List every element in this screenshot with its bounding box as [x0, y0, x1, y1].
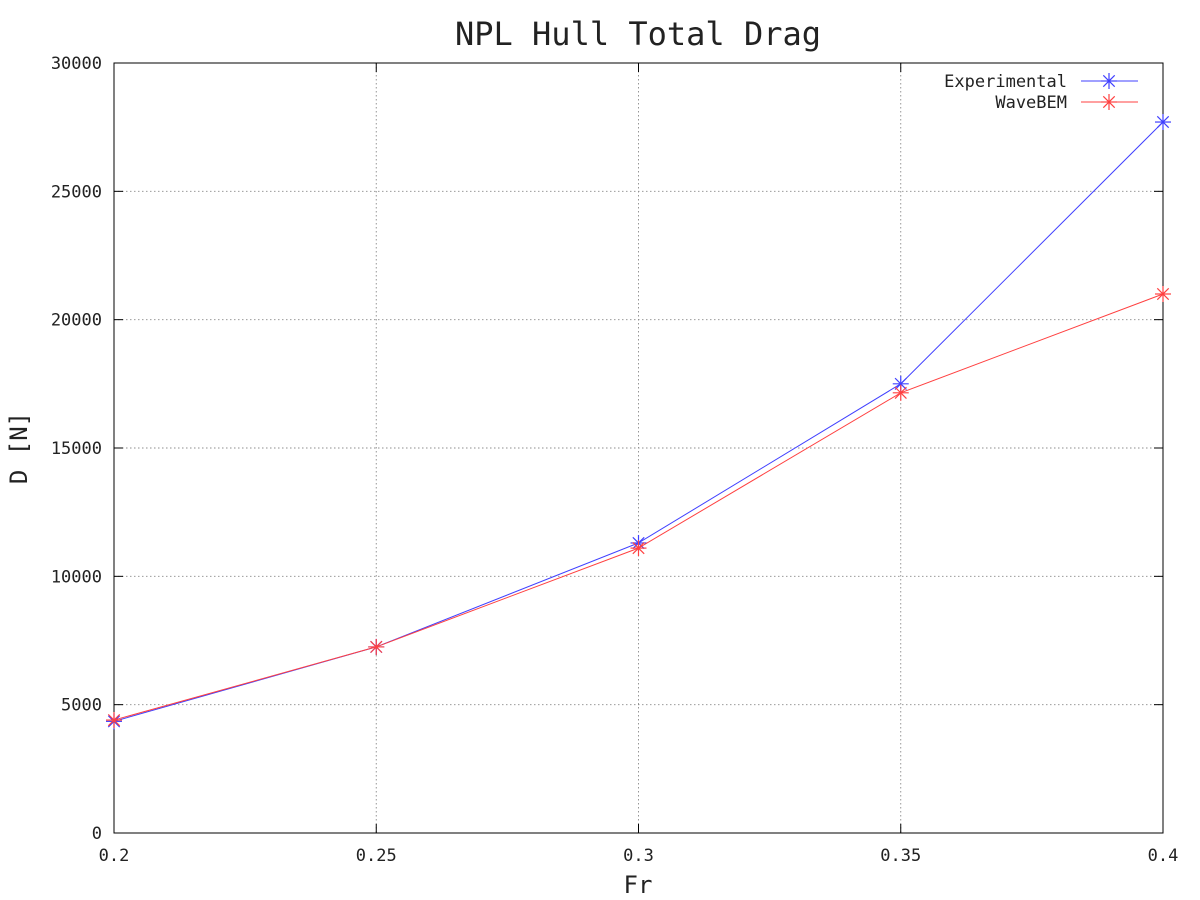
- data-point-wavebem: [106, 712, 122, 729]
- legend-label: Experimental: [944, 72, 1067, 92]
- axis-ticks: 0.2 0.25 0.3 0.35 0.4 0 5000 10000 15000 20000 250…: [51, 54, 1179, 866]
- x-tick-label: 0.4: [1148, 846, 1179, 866]
- y-tick-label: 25000: [51, 182, 102, 202]
- data-point-wavebem: [368, 638, 385, 655]
- grid: [114, 63, 1163, 833]
- series-wavebem: [106, 286, 1171, 729]
- data-point-wavebem: [630, 540, 647, 557]
- y-tick-label: 20000: [51, 311, 102, 331]
- y-tick-label: 5000: [61, 696, 102, 716]
- x-tick-label: 0.2: [99, 846, 130, 866]
- legend-entry: Experimental: [944, 72, 1138, 92]
- legend-entry: WaveBEM: [995, 93, 1138, 113]
- x-tick-label: 0.25: [356, 846, 397, 866]
- y-tick-label: 30000: [51, 54, 102, 74]
- data-point-wavebem: [1155, 286, 1171, 302]
- series-group: [106, 114, 1171, 730]
- legend-label: WaveBEM: [995, 93, 1067, 113]
- x-tick-label: 0.35: [880, 846, 921, 866]
- legend-marker: [1101, 94, 1117, 110]
- y-tick-label: 10000: [51, 567, 102, 587]
- data-point-wavebem: [892, 384, 909, 401]
- data-point-experimental: [892, 375, 909, 392]
- y-tick-label: 15000: [51, 439, 102, 459]
- x-axis-title: Fr: [624, 871, 653, 899]
- chart-title: NPL Hull Total Drag: [455, 15, 821, 53]
- legend-marker: [1101, 73, 1117, 89]
- data-point-experimental: [1155, 114, 1171, 131]
- y-tick-label: 0: [92, 824, 102, 844]
- x-tick-label: 0.3: [623, 846, 654, 866]
- y-axis-title: D [N]: [5, 412, 33, 484]
